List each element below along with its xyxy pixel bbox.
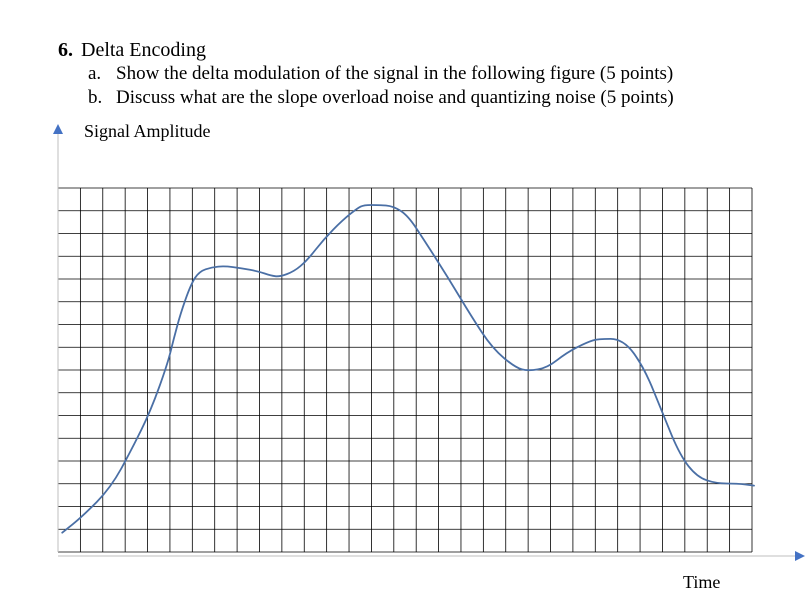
question-number: 6. [58,39,73,61]
x-axis-label: Time [683,572,721,592]
sub-question-b: b. Discuss what are the slope overload no… [88,86,674,110]
sub-question-text: Discuss what are the slope overload nois… [116,87,674,108]
axes [53,124,805,561]
signal-curve [61,204,755,534]
sub-question-a: a. Show the delta modulation of the signa… [88,62,674,86]
question-title: 6. Delta Encoding [58,38,674,62]
sub-question-label: b. [88,87,103,108]
question-title-text: Delta Encoding [81,39,206,61]
y-axis-label: Signal Amplitude [84,121,211,141]
y-axis-arrow-icon [53,124,63,134]
x-axis-arrow-icon [795,551,805,561]
sub-question-label: a. [88,63,102,84]
sub-question-text: Show the delta modulation of the signal … [116,63,674,84]
question-block: 6. Delta Encoding a. Show the delta modula… [58,38,674,110]
grid [57,187,753,553]
